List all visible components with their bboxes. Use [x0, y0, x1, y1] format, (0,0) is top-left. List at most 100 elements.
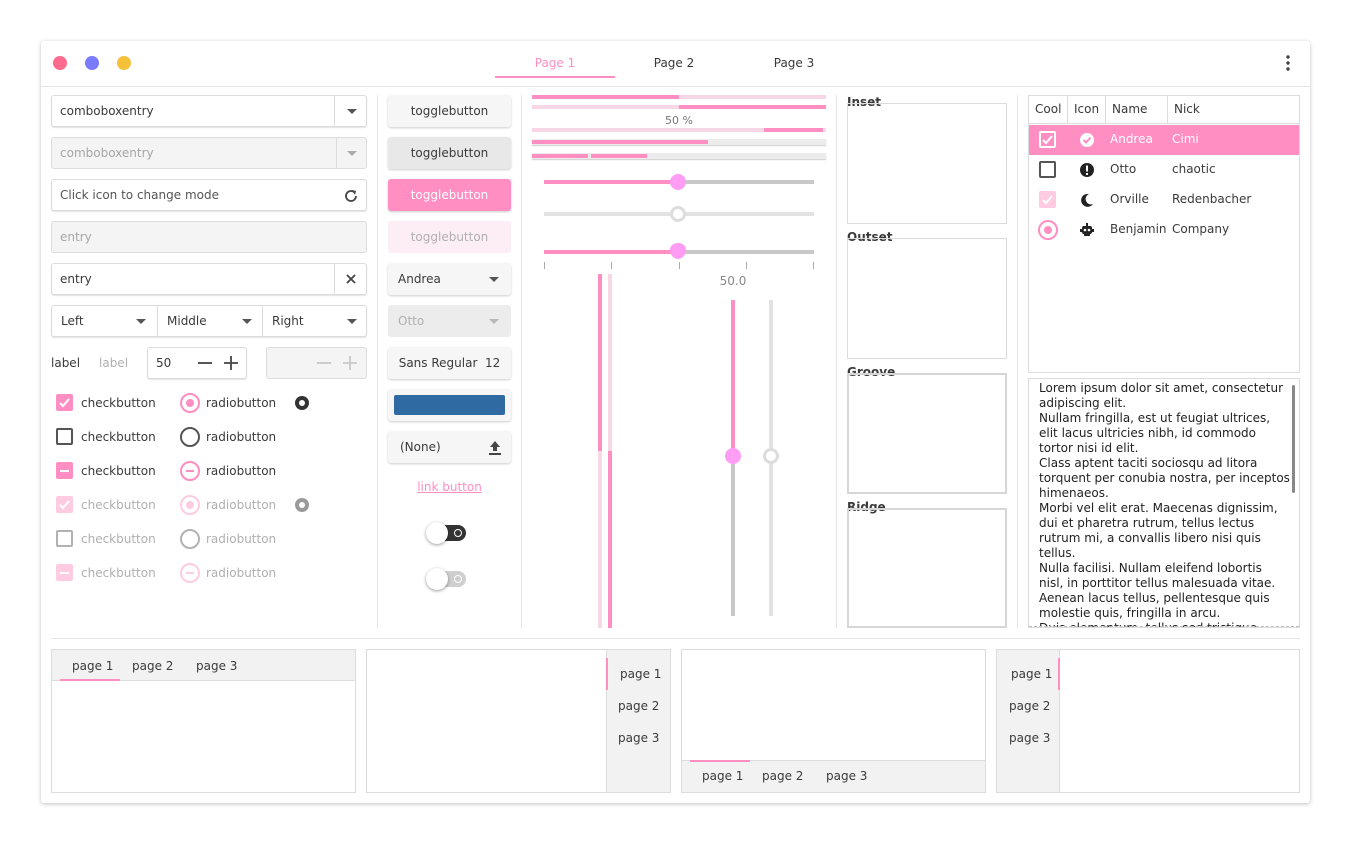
tab-page-3[interactable]: Page 3: [773, 56, 815, 70]
maximize-window-button[interactable]: [117, 56, 131, 70]
minimize-window-button[interactable]: [85, 56, 99, 70]
combo-middle[interactable]: Middle: [158, 306, 262, 336]
entry-disabled: entry: [51, 221, 367, 253]
column-header-icon[interactable]: Icon: [1074, 102, 1100, 116]
tree-cell-nick: Company: [1172, 222, 1230, 236]
radiobutton-mixed[interactable]: [180, 461, 200, 481]
tab-page-1[interactable]: Page 1: [495, 48, 615, 78]
plus-icon[interactable]: [224, 356, 238, 370]
notebook-tab-page-2[interactable]: page 2: [762, 769, 804, 783]
combo-andrea[interactable]: Andrea: [388, 263, 511, 295]
notebook-tab-page-2[interactable]: page 2: [132, 659, 174, 673]
cool-radio[interactable]: [1038, 220, 1058, 240]
slider-handle[interactable]: [670, 243, 686, 259]
radio-indicator-disabled: [295, 498, 309, 512]
minus-icon[interactable]: [198, 356, 212, 370]
file-chooser-button[interactable]: (None): [388, 431, 511, 463]
text-view-line: tellus.: [1039, 546, 1076, 560]
toggle-button-1[interactable]: togglebutton: [388, 95, 511, 127]
combo-entry-disabled-text: comboboxentry: [60, 146, 154, 160]
checkbutton-mixed[interactable]: [56, 462, 73, 479]
slider-handle[interactable]: [670, 174, 686, 190]
vertical-dots-icon[interactable]: [1280, 54, 1296, 72]
column-header-cool[interactable]: Cool: [1035, 102, 1062, 116]
notebook-tab-page-3[interactable]: page 3: [1009, 731, 1051, 745]
radiobutton-checked-disabled: [180, 495, 200, 515]
tab-indicator: [690, 760, 750, 762]
progress-label: 50 %: [665, 114, 693, 127]
checkbutton-label: checkbutton: [81, 430, 156, 444]
tab-page-2[interactable]: Page 2: [653, 56, 695, 70]
close-icon[interactable]: [346, 274, 356, 284]
text-view-line: Class aptent taciti sociosqu ad litora: [1039, 456, 1258, 470]
close-window-button[interactable]: [53, 56, 67, 70]
check-icon: [1042, 135, 1053, 145]
vscale-1[interactable]: [725, 300, 741, 616]
toggle-button-active[interactable]: togglebutton: [388, 179, 511, 211]
notebook-tab-page-3[interactable]: page 3: [826, 769, 868, 783]
mode-entry[interactable]: Click icon to change mode: [51, 179, 367, 211]
notebook-tab-page-3[interactable]: page 3: [196, 659, 238, 673]
cool-checkbox[interactable]: [1039, 191, 1056, 208]
entry-with-clear[interactable]: entry: [51, 263, 367, 295]
scale-mark: [611, 262, 612, 269]
notebook-tab-strip: [682, 760, 985, 792]
column-separator: [1167, 96, 1168, 124]
radiobutton-checked[interactable]: [180, 393, 200, 413]
spin-button[interactable]: 50: [147, 347, 247, 379]
text-view-line: Nulla facilisi. Nullam eleifend lobortis: [1039, 561, 1262, 575]
notebook-tab-page-2[interactable]: page 2: [1009, 699, 1051, 713]
notebook-tab-page-2[interactable]: page 2: [618, 699, 660, 713]
checkbutton-unchecked[interactable]: [56, 428, 73, 445]
radiobutton-unchecked[interactable]: [180, 427, 200, 447]
slider-handle[interactable]: [725, 448, 741, 464]
checkbutton-label: checkbutton: [81, 498, 156, 512]
column-separator: [1105, 96, 1106, 124]
notebook-tab-page-3[interactable]: page 3: [618, 731, 660, 745]
hscale-marks[interactable]: [544, 243, 814, 259]
tree-row-selected[interactable]: [1029, 125, 1299, 155]
hscale-1[interactable]: [544, 174, 814, 190]
text-view-content: Lorem ipsum dolor sit amet, consectetur a…: [1039, 381, 1290, 627]
notebook-tab-page-1[interactable]: page 1: [1011, 667, 1053, 681]
toggle-button-2[interactable]: togglebutton: [388, 137, 511, 169]
combo-left[interactable]: Left: [52, 306, 157, 336]
chevron-down-icon: [242, 319, 252, 324]
combo-right[interactable]: Right: [263, 306, 368, 336]
scrollbar-thumb[interactable]: [1292, 385, 1295, 493]
font-button[interactable]: Sans Regular 12: [388, 347, 511, 379]
column-header-nick[interactable]: Nick: [1174, 102, 1200, 116]
checkbutton-checked[interactable]: [56, 394, 73, 411]
cool-checkbox[interactable]: [1039, 161, 1056, 178]
radio-indicator[interactable]: [295, 396, 309, 410]
vprogress-2: [608, 274, 612, 628]
hscale-disabled: [544, 206, 814, 222]
frame-label-groove: Groove: [847, 365, 896, 379]
cool-checkbox[interactable]: [1039, 131, 1056, 148]
scroll-edge: [1029, 625, 1299, 627]
text-view-line: Aenean lacus tellus, pellentesque quis: [1039, 591, 1270, 605]
color-button[interactable]: [388, 389, 511, 421]
link-button[interactable]: link button: [417, 480, 482, 494]
text-view-line: molestie quis, fringilla in arcu.: [1039, 606, 1221, 620]
notebook-tab-page-1[interactable]: page 1: [72, 659, 114, 673]
switch-off[interactable]: [426, 568, 466, 590]
color-swatch: [394, 395, 505, 415]
chevron-down-icon[interactable]: [347, 109, 357, 114]
combo-entry[interactable]: comboboxentry: [51, 95, 367, 127]
notebook-tab-page-1[interactable]: page 1: [702, 769, 744, 783]
scale-mark: [544, 262, 545, 269]
progress-bar-1: [532, 95, 826, 99]
switch-on[interactable]: [426, 522, 466, 544]
text-view[interactable]: Lorem ipsum dolor sit amet, consectetur a…: [1028, 378, 1300, 628]
radiobutton-label: radiobutton: [206, 430, 277, 444]
notebook-tab-page-1[interactable]: page 1: [620, 667, 662, 681]
chevron-down-icon: [347, 319, 357, 324]
scale-mark: [679, 262, 680, 269]
notebook-tab-strip: [52, 650, 355, 681]
radiobutton-mixed-disabled: [180, 563, 200, 583]
combo-entry-text: comboboxentry: [60, 104, 154, 118]
refresh-icon[interactable]: [343, 188, 359, 204]
column-header-name[interactable]: Name: [1112, 102, 1148, 116]
column-divider: [377, 95, 378, 628]
